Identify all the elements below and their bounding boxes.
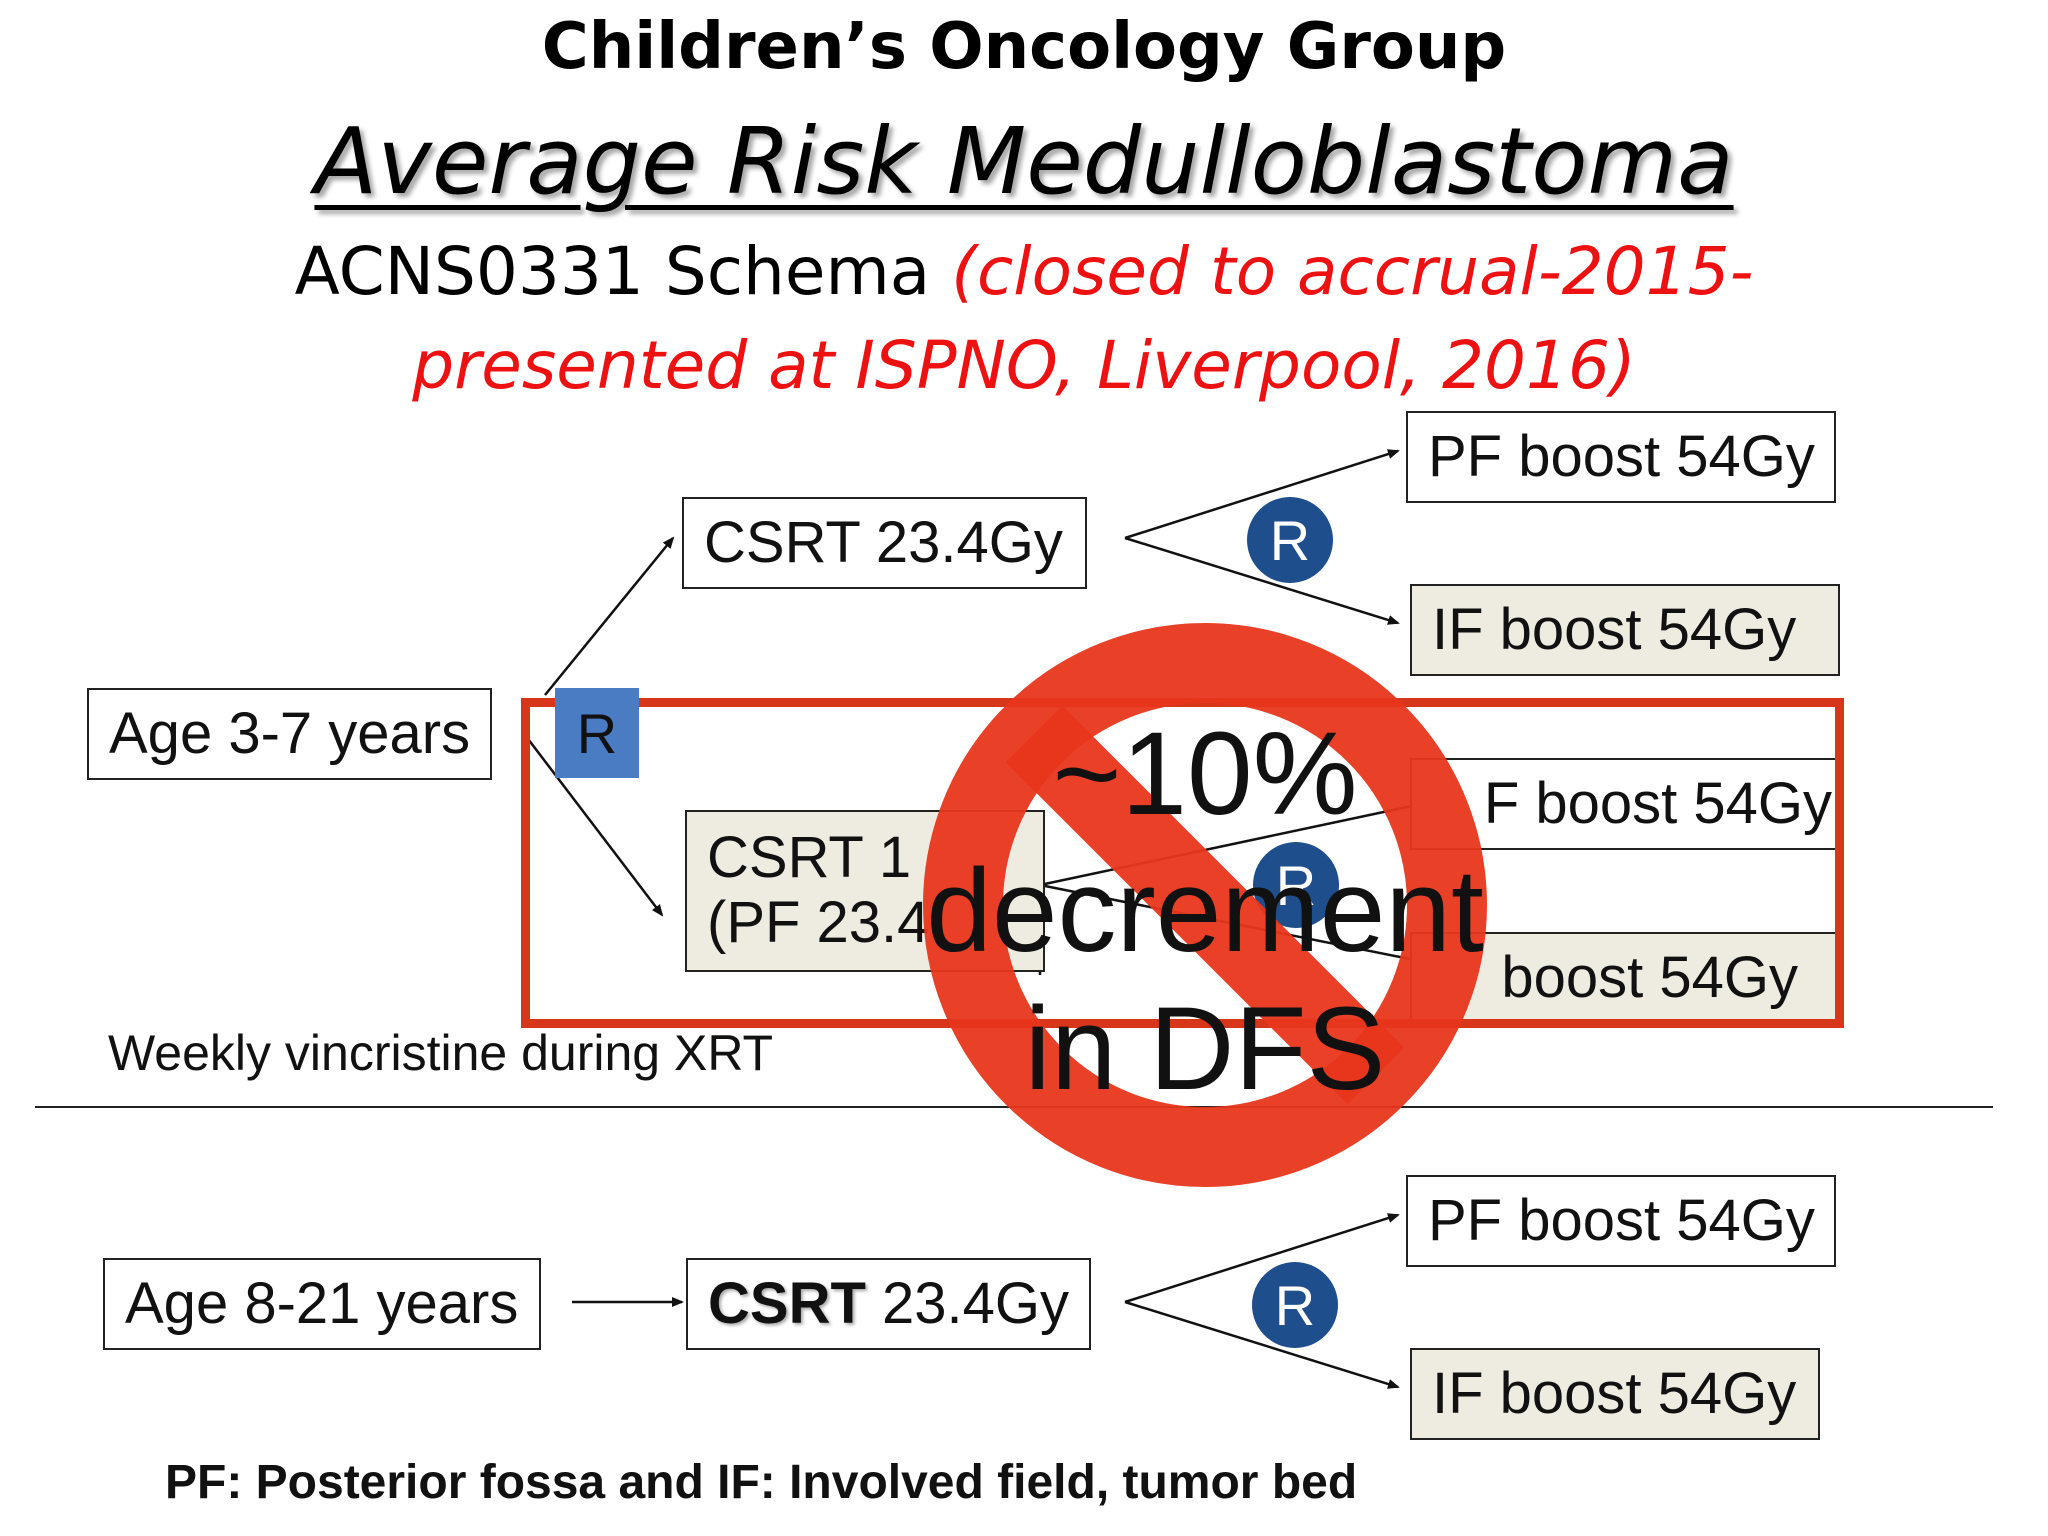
randomize-circle-lower: R: [1252, 1262, 1338, 1348]
arrow-to-pf-boost-3: [1124, 1213, 1400, 1304]
arrow-to-csrt-18: [524, 734, 664, 917]
csrt-18-line2: (PF 23.4: [707, 890, 930, 955]
csrt-23-box: CSRT 23.4Gy: [682, 497, 1087, 589]
abbreviation-legend: PF: Posterior fossa and IF: Involved fie…: [165, 1456, 1358, 1509]
pf-boost-box-3: PF boost 54Gy: [1406, 1175, 1836, 1267]
randomize-square: R: [555, 688, 639, 778]
age-3-7-box: Age 3-7 years: [87, 688, 492, 780]
schema-note-line1: (closed to accrual-2015-: [951, 233, 1754, 310]
pf-boost-box-1: PF boost 54Gy: [1406, 411, 1836, 503]
csrt-lower-dose: 23.4Gy: [865, 1271, 1070, 1336]
overlay-percent: ~10%: [1052, 708, 1358, 840]
csrt-lower-box: CSRT 23.4Gy: [686, 1258, 1091, 1350]
pf-boost-box-2: F boost 54Gy: [1410, 758, 1840, 850]
age-8-21-box: Age 8-21 years: [103, 1258, 541, 1350]
if-boost-box-1: IF boost 54Gy: [1410, 584, 1840, 676]
slide-subtitle: Average Risk Medulloblastoma: [314, 108, 1734, 215]
schema-heading: ACNS0331 Schema (closed to accrual-2015-…: [0, 225, 2048, 413]
arrow-to-csrt-23: [544, 536, 675, 696]
arrow-to-if-boost-3: [1124, 1300, 1400, 1389]
csrt-18-line1: CSRT 1: [707, 825, 912, 891]
slide-title: Children’s Oncology Group: [541, 10, 1507, 84]
arrow-to-if-boost-1: [1124, 536, 1400, 625]
arrow-to-pf-boost-1: [1124, 449, 1400, 540]
csrt-lower-label: CSRT: [708, 1271, 866, 1336]
prohibition-icon: [923, 623, 1487, 1187]
arrow-to-pf-boost-2: [1039, 798, 1441, 887]
if-boost-box-3: IF boost 54Gy: [1410, 1348, 1820, 1440]
vincristine-note: Weekly vincristine during XRT: [108, 1025, 774, 1081]
if-boost-box-2: boost 54Gy: [1410, 932, 1840, 1024]
overlay-decrement: decrement: [926, 845, 1484, 977]
overlay-dfs: in DFS: [1024, 983, 1386, 1115]
schema-label: ACNS0331 Schema: [294, 233, 931, 310]
randomize-circle-upper: R: [1247, 497, 1333, 583]
schema-note-line2: presented at ISPNO, Liverpool, 2016): [412, 327, 1636, 404]
